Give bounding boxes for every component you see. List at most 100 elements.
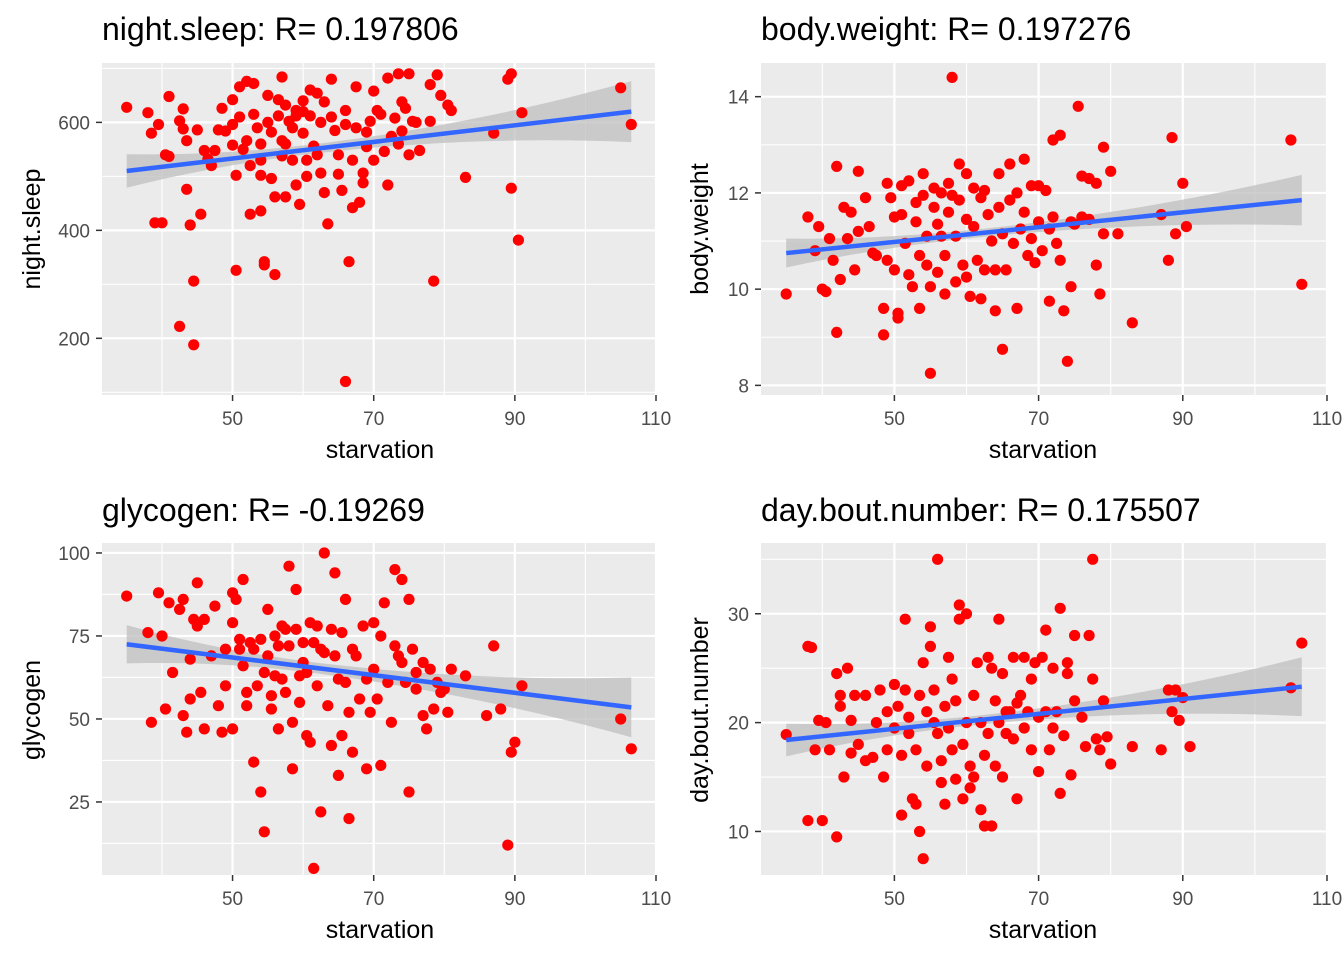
data-point xyxy=(939,700,951,712)
data-point xyxy=(329,650,341,662)
data-point xyxy=(177,103,189,115)
data-point xyxy=(237,660,249,672)
data-point xyxy=(505,182,517,194)
data-point xyxy=(1015,689,1027,702)
data-point xyxy=(488,640,500,652)
data-point xyxy=(1180,221,1192,233)
y-tick-label: 20 xyxy=(728,714,749,735)
data-point xyxy=(428,275,440,287)
data-point xyxy=(932,266,944,278)
data-point xyxy=(311,680,323,692)
data-point xyxy=(188,339,200,351)
data-point xyxy=(615,82,627,94)
x-tick-label: 70 xyxy=(1028,409,1049,430)
data-point xyxy=(975,804,987,816)
data-point xyxy=(283,560,295,572)
data-point xyxy=(849,689,861,702)
data-point xyxy=(932,727,944,740)
data-point xyxy=(910,196,922,209)
panel-night-sleep: 50 70 90 110 200 400 600 night.sleep: R= 0.197… xyxy=(18,11,671,464)
y-axis-label: body.weight xyxy=(686,163,714,295)
data-point xyxy=(834,273,846,286)
data-point xyxy=(1069,629,1081,642)
data-point xyxy=(276,673,288,685)
data-point xyxy=(167,666,179,679)
data-point xyxy=(286,122,299,134)
plot-area: 50 70 90 110 25 50 75 100 xyxy=(58,543,671,910)
data-point xyxy=(403,68,415,80)
data-point xyxy=(993,613,1005,625)
data-point xyxy=(899,613,911,625)
data-point xyxy=(329,567,341,579)
data-point xyxy=(892,700,904,712)
y-tick-label: 10 xyxy=(728,280,749,301)
data-point xyxy=(986,820,998,832)
data-point xyxy=(396,656,408,669)
data-point xyxy=(1058,730,1070,742)
data-point xyxy=(615,713,627,725)
data-point xyxy=(276,71,288,83)
regression-line xyxy=(786,197,1302,256)
data-point xyxy=(964,760,976,772)
data-point xyxy=(1097,141,1110,153)
data-point xyxy=(989,305,1001,317)
data-point xyxy=(881,177,893,189)
data-point xyxy=(1007,237,1020,249)
data-point xyxy=(343,706,355,718)
data-point xyxy=(258,826,270,838)
data-point xyxy=(932,553,944,565)
data-point xyxy=(953,158,965,170)
data-point xyxy=(227,139,239,151)
data-point xyxy=(371,693,383,705)
data-point xyxy=(1090,259,1102,271)
data-point xyxy=(357,167,369,179)
x-tick-label: 70 xyxy=(1028,889,1049,910)
data-point xyxy=(993,201,1005,213)
data-point xyxy=(852,225,864,237)
y-tick-label: 12 xyxy=(728,184,749,205)
data-point xyxy=(953,194,965,206)
data-point xyxy=(1083,629,1095,642)
data-point xyxy=(262,89,274,101)
data-point xyxy=(410,116,422,128)
data-point xyxy=(286,716,299,728)
data-point xyxy=(227,723,239,735)
data-point xyxy=(838,771,850,783)
data-point xyxy=(181,183,193,195)
data-point xyxy=(813,221,825,233)
data-point xyxy=(516,680,528,692)
data-point xyxy=(888,678,901,691)
data-point xyxy=(986,235,998,247)
data-point xyxy=(1094,744,1106,756)
data-point xyxy=(823,233,836,245)
y-tick-label: 10 xyxy=(728,822,749,843)
data-point xyxy=(1166,706,1178,718)
data-point xyxy=(375,630,387,642)
data-point xyxy=(286,763,299,775)
data-point xyxy=(265,703,277,715)
regression-line xyxy=(126,109,632,174)
data-point xyxy=(1177,177,1189,189)
data-point xyxy=(424,663,436,675)
panel-title: day.bout.number: R= 0.175507 xyxy=(761,492,1201,528)
data-point xyxy=(878,771,890,783)
data-point xyxy=(350,650,362,662)
data-point xyxy=(152,118,165,131)
data-point xyxy=(262,116,274,128)
data-point xyxy=(982,727,994,740)
data-point xyxy=(258,666,270,679)
data-point xyxy=(279,99,292,111)
data-point xyxy=(184,653,196,665)
data-point xyxy=(318,96,330,108)
data-point xyxy=(350,81,362,93)
data-point xyxy=(1155,744,1167,756)
data-point xyxy=(960,213,973,225)
data-point xyxy=(424,79,436,91)
y-axis-label: day.bout.number xyxy=(686,617,714,803)
data-point xyxy=(910,216,922,228)
data-point xyxy=(1065,281,1077,293)
data-point xyxy=(917,189,929,201)
data-point xyxy=(265,172,277,185)
x-tick-label: 50 xyxy=(884,889,905,910)
data-point xyxy=(403,786,415,798)
